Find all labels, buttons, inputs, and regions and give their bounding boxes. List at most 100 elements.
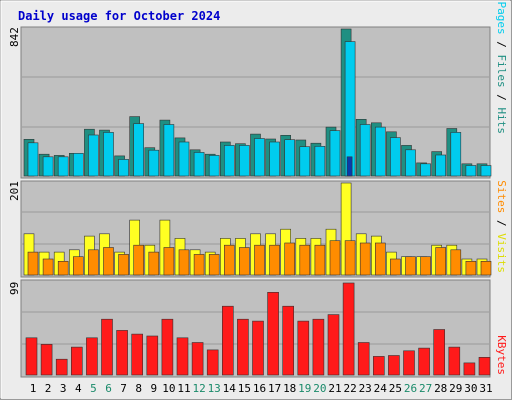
hits-bar-day-18	[284, 139, 296, 177]
bottom-max-label: 99	[8, 282, 21, 295]
sites-bar-day-4	[73, 256, 84, 276]
kbytes-bar-day-10	[161, 318, 174, 376]
sites-bar-day-12	[193, 254, 205, 276]
hits-bar-day-22	[344, 41, 356, 177]
sites-bar-day-7	[118, 254, 129, 276]
day-label-9: 9	[150, 382, 157, 395]
sites-bar-day-28	[435, 247, 447, 276]
sites-bar-day-26	[405, 256, 416, 276]
day-label-27: 27	[419, 382, 432, 395]
hits-bar-day-25	[390, 137, 401, 177]
day-label-19: 19	[298, 382, 311, 395]
sites-bar-day-5	[88, 249, 99, 276]
hits-bar-day-20	[314, 146, 326, 177]
hits-bar-day-7	[118, 159, 129, 177]
middle-legend-label: Sites / Visits	[495, 180, 508, 273]
hits-bar-day-3	[57, 156, 69, 177]
hits-bar-day-13	[208, 155, 220, 177]
sites-bar-day-31	[480, 260, 492, 276]
sites-bar-day-27	[420, 256, 431, 276]
hits-bar-day-28	[435, 154, 447, 177]
day-label-26: 26	[404, 382, 417, 395]
sites-bar-day-22	[344, 240, 356, 276]
sites-bar-day-16	[254, 244, 265, 276]
pages-bar-day-22	[346, 156, 353, 177]
day-label-23: 23	[359, 382, 372, 395]
hits-bar-day-6	[103, 132, 114, 177]
sites-bar-day-1	[27, 251, 39, 276]
kbytes-bar-day-12	[191, 342, 204, 376]
day-label-13: 13	[208, 382, 221, 395]
hits-bar-day-4	[73, 153, 84, 177]
sites-bar-day-9	[148, 251, 160, 276]
hits-bar-day-17	[269, 141, 280, 177]
day-label-29: 29	[449, 382, 462, 395]
hits-bar-day-27	[420, 163, 431, 177]
top-gridlines	[22, 76, 489, 128]
day-label-25: 25	[389, 382, 402, 395]
kbytes-bar-day-2	[40, 343, 53, 376]
day-label-20: 20	[313, 382, 326, 395]
day-label-7: 7	[120, 382, 127, 395]
hits-bar-day-15	[239, 145, 250, 177]
hits-bar-day-1	[27, 142, 39, 177]
sites-bar-day-19	[299, 244, 311, 276]
sites-bar-day-30	[465, 260, 477, 276]
day-label-4: 4	[75, 382, 82, 395]
chart-title: Daily usage for October 2024	[18, 9, 220, 23]
day-label-14: 14	[223, 382, 237, 395]
hits-bar-day-9	[148, 149, 160, 177]
sites-bar-day-2	[42, 258, 54, 276]
day-label-3: 3	[60, 382, 67, 395]
day-label-18: 18	[283, 382, 296, 395]
kbytes-bar-day-1	[25, 337, 38, 376]
kbytes-bar-day-25	[388, 355, 400, 376]
day-axis-labels: 1 2 3 4 5 6 7 8 9 10 11 12 13 14 15 16 17 18 19 20 21 22 23 24 2…	[30, 382, 493, 395]
hits-bar-day-14	[224, 145, 235, 177]
day-label-28: 28	[434, 382, 447, 395]
sites-bar-day-8	[133, 244, 144, 276]
sites-bar-day-18	[284, 242, 296, 276]
kbytes-bar-day-16	[252, 320, 264, 376]
kbytes-bar-day-19	[297, 320, 310, 376]
sites-bar-day-21	[329, 240, 341, 276]
sites-bar-day-13	[208, 254, 220, 276]
day-label-31: 31	[479, 382, 492, 395]
sites-bar-day-6	[103, 247, 114, 276]
middle-panel-bars	[23, 182, 492, 276]
series-legend-labels: Pages / Files / Hits Sites / Visits KBytes	[495, 2, 508, 376]
hits-bar-day-16	[254, 138, 265, 177]
kbytes-bar-day-29	[448, 346, 461, 376]
bottom-panel-bars	[25, 282, 491, 376]
sites-bar-day-24	[374, 242, 386, 276]
kbytes-bar-day-14	[222, 305, 234, 376]
hits-bar-day-26	[405, 149, 416, 177]
kbytes-bar-day-31	[478, 356, 491, 376]
hits-bar-day-11	[178, 141, 190, 177]
day-label-21: 21	[328, 382, 341, 395]
kbytes-bar-day-8	[131, 333, 143, 376]
kbytes-bar-day-17	[267, 291, 279, 376]
kbytes-bar-day-18	[282, 305, 295, 376]
day-label-10: 10	[162, 382, 175, 395]
day-label-2: 2	[45, 382, 52, 395]
kbytes-bar-day-27	[418, 347, 430, 376]
kbytes-bar-day-6	[101, 318, 113, 376]
sites-bar-day-15	[239, 247, 250, 276]
kbytes-bar-day-11	[176, 337, 189, 376]
sites-bar-day-3	[57, 260, 69, 276]
top-panel-bars	[23, 28, 492, 177]
kbytes-bar-day-28	[433, 329, 446, 376]
kbytes-bar-day-7	[116, 330, 128, 376]
day-label-24: 24	[374, 382, 388, 395]
sites-bar-day-25	[390, 258, 401, 276]
bottom-legend-label: KBytes	[495, 335, 508, 375]
day-label-12: 12	[192, 382, 205, 395]
hits-bar-day-21	[329, 130, 341, 177]
day-label-1: 1	[30, 382, 37, 395]
hits-bar-day-30	[465, 165, 477, 177]
day-label-6: 6	[105, 382, 112, 395]
hits-bar-day-10	[163, 124, 175, 177]
sites-bar-day-11	[178, 249, 190, 276]
